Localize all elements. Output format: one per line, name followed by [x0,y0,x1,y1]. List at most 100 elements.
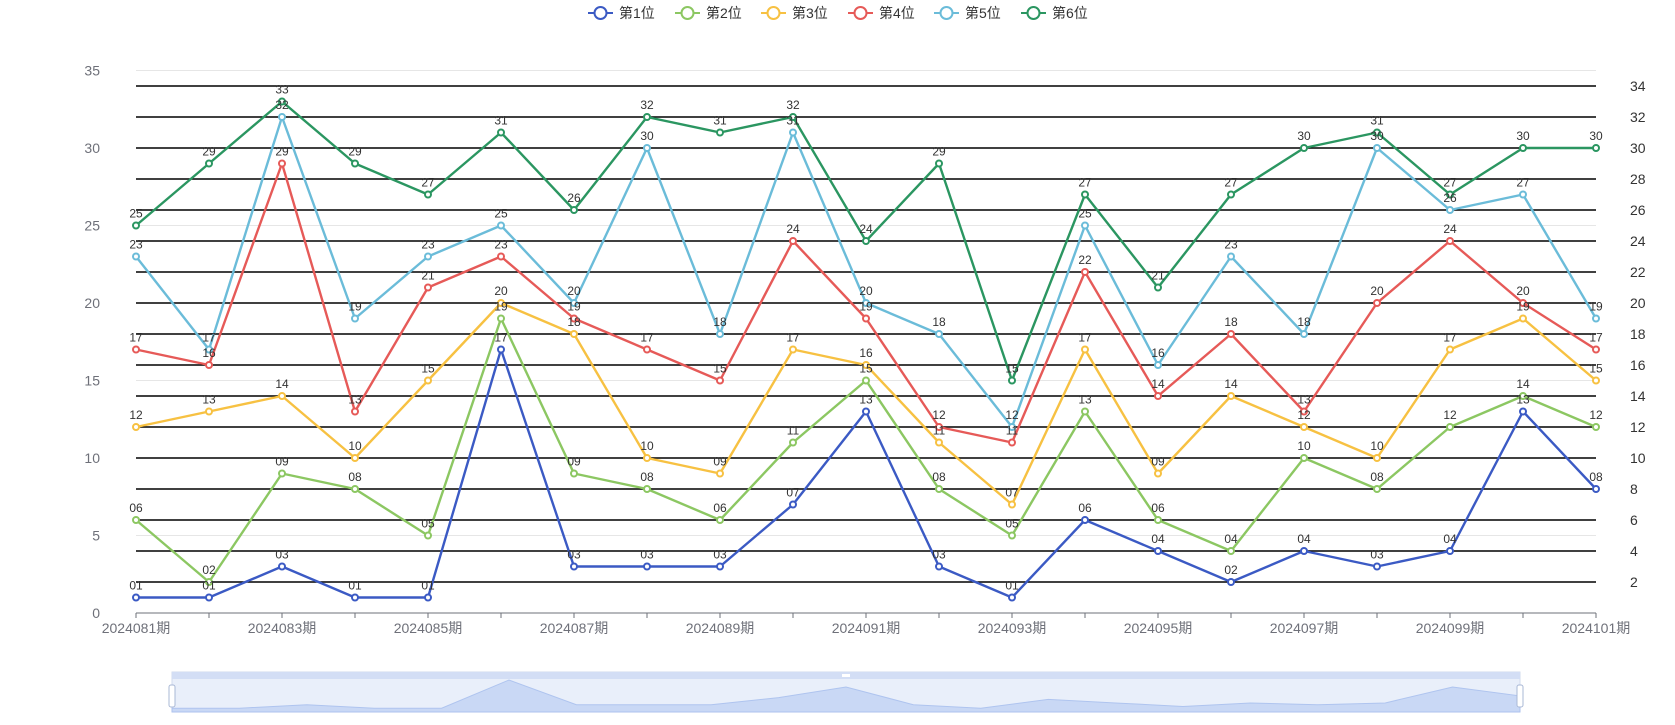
data-point [497,314,505,323]
data-point [205,361,213,369]
data-point [1373,562,1381,571]
data-point [497,128,505,137]
data-label: 10 [1297,439,1311,453]
legend-label: 第5位 [965,5,1001,21]
data-point [862,376,870,385]
data-point [1081,345,1089,354]
data-label: 17 [1078,331,1092,345]
right-gridlines [136,85,1596,583]
data-point [1081,190,1089,199]
data-point [205,159,213,168]
data-label: 23 [494,238,508,252]
data-label: 03 [275,548,289,562]
data-label: 32 [786,98,800,112]
data-label: 14 [1224,377,1238,391]
data-point [789,500,797,509]
data-point [862,314,870,323]
data-point [789,128,797,137]
data-zoom-slider[interactable] [168,671,1524,713]
data-point [1154,547,1162,555]
data-label: 06 [129,501,143,515]
data-label: 16 [1151,346,1165,360]
data-point [351,485,359,493]
x-tick-label: 2024085期 [394,620,463,636]
data-point [789,438,797,447]
x-tick-label: 2024099期 [1416,620,1485,636]
data-label: 29 [202,145,216,159]
data-label: 12 [129,408,143,422]
data-label: 31 [494,114,508,128]
data-label: 15 [713,362,727,376]
legend-item-1[interactable]: 第1位 [588,5,655,21]
data-point [570,330,578,338]
data-point [1154,392,1162,400]
data-point [132,252,140,261]
data-point [205,578,213,586]
data-label: 24 [1443,222,1457,236]
x-tick-label: 2024087期 [540,620,609,636]
legend-label: 第6位 [1052,5,1088,21]
data-point [424,283,432,292]
x-tick-label: 2024093期 [978,620,1047,636]
data-label: 20 [859,284,873,298]
data-label: 08 [348,470,362,484]
data-point [643,562,651,571]
data-point [497,252,505,261]
data-label: 33 [275,83,289,97]
data-point [497,345,505,354]
y-right-tick-label: 10 [1630,450,1646,466]
legend-item-2[interactable]: 第2位 [675,5,742,21]
data-label: 10 [348,439,362,453]
legend-item-3[interactable]: 第3位 [761,5,828,21]
data-label: 15 [859,362,873,376]
data-point [351,593,359,602]
data-point [1008,531,1016,540]
y-left-tick-label: 20 [84,295,100,311]
data-point [716,330,724,338]
data-point [132,516,140,524]
data-label: 23 [1224,238,1238,252]
zoom-right-handle[interactable] [1516,684,1524,708]
data-label: 02 [202,563,216,577]
data-label: 27 [1443,176,1457,190]
data-point [1373,454,1381,462]
legend-label: 第3位 [792,5,828,21]
x-tick-label: 2024083期 [248,620,317,636]
data-label: 03 [1370,548,1384,562]
data-label: 14 [1516,377,1530,391]
legend-circle-icon [939,6,954,20]
legend-item-6[interactable]: 第6位 [1021,5,1088,21]
data-label: 04 [1297,532,1311,546]
data-label: 23 [129,238,143,252]
data-point [789,113,797,121]
data-label: 19 [348,300,362,314]
data-point [205,345,213,354]
data-label: 13 [202,393,216,407]
data-label: 12 [1443,408,1457,422]
data-label: 13 [1516,393,1530,407]
data-point [716,562,724,571]
data-point [424,593,432,602]
y-left-tick-label: 10 [84,450,100,466]
data-label: 29 [275,145,289,159]
zoom-left-handle[interactable] [168,684,176,708]
data-label: 12 [932,408,946,422]
data-point [935,485,943,493]
data-label: 01 [1005,579,1019,593]
y-right-tick-label: 6 [1630,512,1638,528]
left-y-axis: 0 5 10 15 20 25 30 35 [84,63,100,622]
data-label: 21 [421,269,435,283]
data-label: 20 [1516,284,1530,298]
data-point [1300,330,1308,338]
y-right-tick-label: 8 [1630,481,1638,497]
legend-circle-icon [853,6,868,20]
data-point [424,252,432,261]
data-label: 20 [567,284,581,298]
legend-item-4[interactable]: 第4位 [848,5,915,21]
data-label: 19 [494,300,508,314]
legend-label: 第4位 [879,5,915,21]
series-data-labels: 01 01 03 01 01 17 03 03 03 07 13 03 01 06 04 02 04 03 04 13… [129,83,1603,593]
data-label: 32 [275,98,289,112]
legend-item-5[interactable]: 第5位 [934,5,1001,21]
